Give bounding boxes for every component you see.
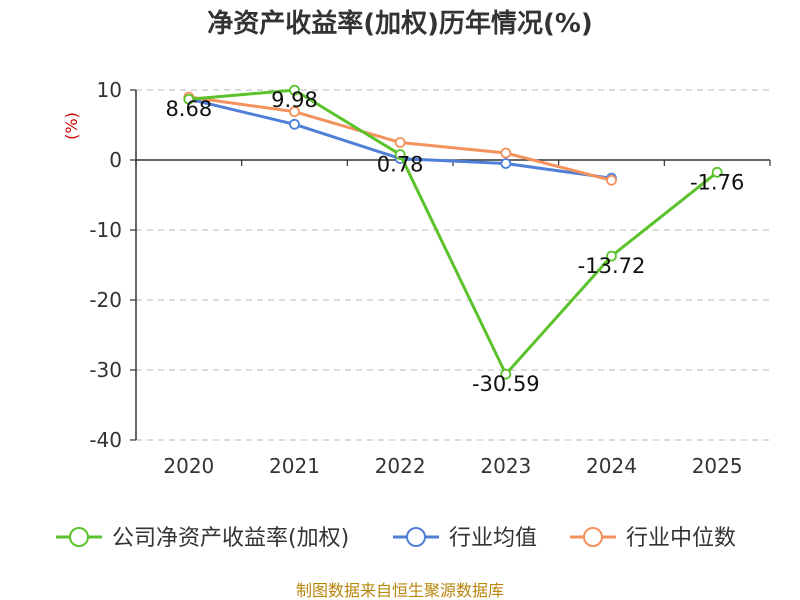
- data-labels: 8.68 9.98 0.78 -30.59 -13.72 -1.76: [165, 88, 744, 396]
- legend-marker: [69, 527, 89, 547]
- axes: [130, 89, 771, 441]
- legend-label: 行业中位数: [626, 526, 736, 551]
- data-point: [606, 174, 617, 186]
- data-label: -13.72: [578, 254, 646, 278]
- y-tick-label: -20: [89, 288, 122, 312]
- data-point: [289, 84, 300, 96]
- y-tick-label: 0: [109, 148, 122, 172]
- y-axis-label: (%): [62, 112, 81, 140]
- y-tick-label: -10: [89, 218, 122, 242]
- x-tick-label: 2025: [692, 454, 743, 478]
- data-point: [500, 147, 512, 159]
- x-tick-label: 2020: [163, 454, 214, 478]
- data-label: 8.68: [165, 97, 212, 121]
- data-label: -1.76: [690, 170, 744, 194]
- data-point: [606, 250, 617, 262]
- data-label: 0.78: [377, 153, 424, 177]
- x-tick-labels: 2020 2021 2022 2023 2024 2025: [163, 454, 742, 478]
- legend-label: 行业均值: [449, 526, 537, 551]
- data-point: [500, 368, 512, 380]
- data-label: -30.59: [472, 372, 540, 396]
- y-tick-label: 10: [97, 78, 122, 102]
- series-line-0: [188, 88, 719, 376]
- data-point: [394, 137, 406, 148]
- series-lines: [183, 84, 723, 380]
- data-point: [183, 93, 195, 105]
- y-tick-labels: 10 0 -10 -20 -30 -40: [89, 78, 122, 452]
- x-tick-label: 2022: [375, 454, 426, 478]
- legend-marker: [406, 527, 426, 547]
- chart-title: 净资产收益率(加权)历年情况(%): [207, 8, 593, 39]
- y-tick-label: -40: [89, 428, 122, 452]
- data-label: 9.98: [271, 88, 318, 112]
- x-tick-label: 2024: [586, 454, 637, 478]
- data-point: [394, 149, 406, 160]
- x-tick-label: 2021: [269, 454, 320, 478]
- y-tick-label: -30: [89, 358, 122, 382]
- legend: 公司净资产收益率(加权) 行业均值 行业中位数: [56, 526, 736, 551]
- legend-marker: [583, 527, 603, 547]
- legend-label: 公司净资产收益率(加权): [112, 526, 349, 551]
- data-point: [289, 118, 300, 130]
- data-point: [500, 158, 512, 169]
- grid-lines: [136, 89, 770, 441]
- x-tick-label: 2023: [480, 454, 531, 478]
- data-point: [711, 166, 723, 178]
- data-point: [289, 106, 300, 118]
- source-note: 制图数据来自恒生聚源数据库: [296, 581, 504, 600]
